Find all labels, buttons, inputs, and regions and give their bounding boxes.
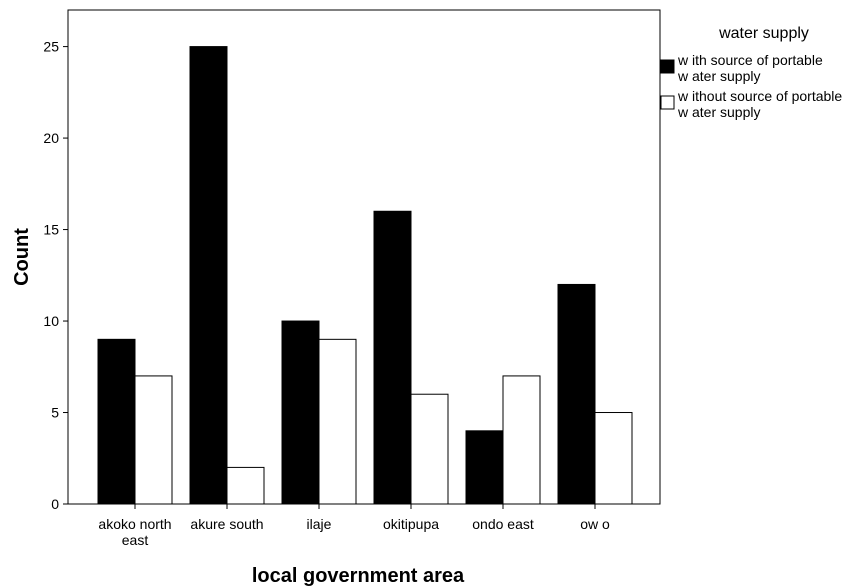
legend-swatch-0 bbox=[660, 59, 675, 74]
y-axis-title: Count bbox=[11, 228, 33, 286]
legend-swatch-1 bbox=[660, 95, 675, 110]
y-tick-label: 10 bbox=[43, 313, 59, 329]
legend-label-1: w ithout source of portable w ater supply bbox=[677, 88, 842, 120]
bar-series-1-4 bbox=[502, 375, 541, 505]
y-tick-label: 25 bbox=[43, 39, 59, 55]
bar-series-0-2 bbox=[281, 320, 320, 505]
bar-series-0-0 bbox=[97, 338, 136, 505]
x-tick-label: akoko north east bbox=[98, 516, 171, 548]
legend-title: water supply bbox=[718, 25, 809, 42]
y-tick-label: 0 bbox=[51, 496, 59, 512]
legend: water supply w ith source of portable w a… bbox=[660, 25, 842, 120]
bar-series-1-0 bbox=[134, 375, 173, 505]
bar-series-0-3 bbox=[373, 210, 412, 505]
legend-label-0: w ith source of portable w ater supply bbox=[677, 52, 823, 84]
x-axis: akoko north east akure south ilaje okitipupa… bbox=[98, 504, 610, 548]
bar-series-1-2 bbox=[318, 338, 357, 505]
y-axis: 0 5 10 15 20 25 bbox=[43, 39, 68, 512]
bar-series-1-5 bbox=[594, 412, 633, 505]
bar-series-0-1 bbox=[189, 46, 228, 505]
y-tick-label: 20 bbox=[43, 130, 59, 146]
plot-area bbox=[67, 9, 661, 505]
bar-series-1-1 bbox=[226, 466, 265, 505]
bar-series-0-4 bbox=[465, 430, 504, 505]
plot-frame bbox=[67, 9, 661, 505]
y-tick-label: 15 bbox=[43, 222, 59, 238]
bar-series-1-3 bbox=[410, 393, 449, 505]
x-tick-label: okitipupa bbox=[383, 516, 439, 532]
x-tick-label: akure south bbox=[190, 516, 263, 532]
y-tick-label: 5 bbox=[51, 405, 59, 421]
x-tick-label: ilaje bbox=[307, 516, 332, 532]
x-tick-label: ondo east bbox=[472, 516, 534, 532]
x-tick-label: ow o bbox=[580, 516, 610, 532]
bars bbox=[97, 46, 633, 505]
bar-series-0-5 bbox=[557, 283, 596, 505]
x-axis-title: local government area bbox=[252, 565, 465, 587]
